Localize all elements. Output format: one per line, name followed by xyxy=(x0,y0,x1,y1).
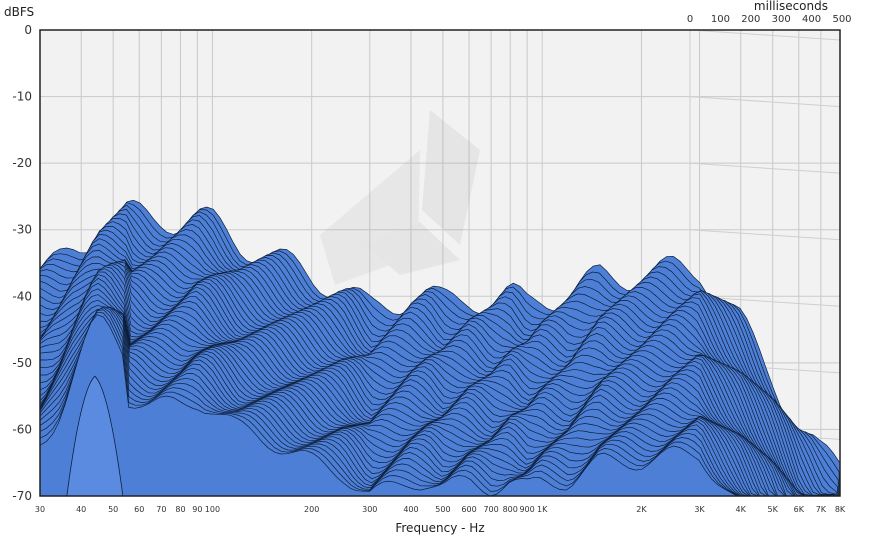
waterfall-slice xyxy=(39,314,801,497)
x-tick-label: 90 xyxy=(192,505,202,514)
y-tick-label: -70 xyxy=(12,489,32,503)
x-tick-label: 300 xyxy=(362,505,377,514)
x-tick-label: 3K xyxy=(694,505,705,514)
x-tick-label: 100 xyxy=(205,505,220,514)
side-grid-line xyxy=(689,229,841,241)
time-tick-label: 0 xyxy=(687,14,693,25)
x-tick-label: 500 xyxy=(435,505,450,514)
side-grid-line xyxy=(689,96,841,108)
x-tick-label: 4K xyxy=(736,505,747,514)
time-tick-label: 300 xyxy=(772,14,791,25)
y-axis-title: dBFS xyxy=(4,5,34,19)
x-tick-label: 700 xyxy=(483,505,498,514)
x-tick-label: 50 xyxy=(108,505,118,514)
x-tick-label: 2K xyxy=(636,505,647,514)
x-axis-ticks: 30 40 50 60 70 80 90 100 200 300 400 500 600 700 800 90… xyxy=(35,505,846,514)
time-axis-ticks: 0 100 200 300 400 500 xyxy=(687,14,852,25)
x-tick-label: 30 xyxy=(35,505,45,514)
y-tick-label: 0 xyxy=(24,23,32,37)
x-tick-label: 80 xyxy=(175,505,185,514)
resonance-peak xyxy=(66,375,124,497)
time-tick-label: 200 xyxy=(741,14,760,25)
y-tick-label: -30 xyxy=(12,223,32,237)
time-axis-title: milliseconds xyxy=(754,0,828,13)
side-grid-line xyxy=(689,162,841,174)
y-tick-label: -40 xyxy=(12,289,32,303)
x-tick-label: 6K xyxy=(794,505,805,514)
x-tick-label: 60 xyxy=(134,505,144,514)
waterfall-surface xyxy=(39,199,841,497)
x-tick-label: 5K xyxy=(768,505,779,514)
x-tick-label: 1K xyxy=(537,505,548,514)
plot-frame xyxy=(39,29,841,497)
y-tick-label: -50 xyxy=(12,356,32,370)
x-tick-label: 200 xyxy=(304,505,319,514)
time-tick-label: 100 xyxy=(711,14,730,25)
y-axis-ticks: 0 -10 -20 -30 -40 -50 -60 -70 xyxy=(12,23,32,503)
x-tick-label: 8K xyxy=(835,505,846,514)
x-tick-label: 800 xyxy=(503,505,518,514)
time-tick-label: 400 xyxy=(802,14,821,25)
x-tick-label: 900 xyxy=(519,505,534,514)
y-tick-label: -20 xyxy=(12,156,32,170)
side-grid-line xyxy=(689,29,841,41)
y-tick-label: -10 xyxy=(12,90,32,104)
x-tick-label: 70 xyxy=(156,505,166,514)
y-tick-label: -60 xyxy=(12,422,32,436)
x-tick-label: 40 xyxy=(76,505,86,514)
x-tick-label: 400 xyxy=(403,505,418,514)
time-tick-label: 500 xyxy=(832,14,851,25)
x-tick-label: 600 xyxy=(461,505,476,514)
x-axis-title: Frequency - Hz xyxy=(395,521,484,535)
x-tick-label: 7K xyxy=(816,505,827,514)
watermark-logo xyxy=(320,110,480,285)
